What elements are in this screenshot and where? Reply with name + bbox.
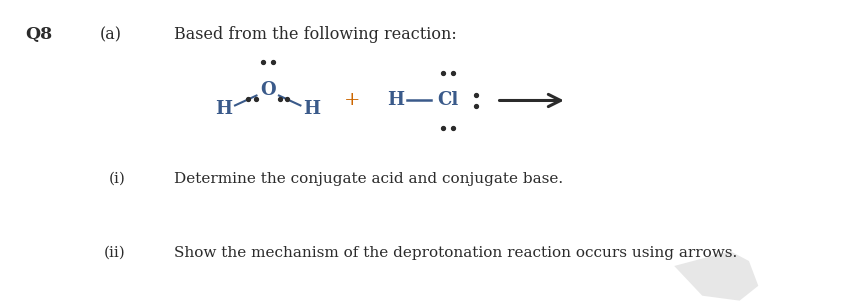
Text: Cl: Cl <box>437 91 458 110</box>
Text: O: O <box>260 80 275 99</box>
Text: (a): (a) <box>100 26 122 43</box>
Text: Show the mechanism of the deprotonation reaction occurs using arrows.: Show the mechanism of the deprotonation … <box>174 246 738 260</box>
Text: +: + <box>344 91 360 110</box>
Text: H: H <box>303 100 320 119</box>
Text: (i): (i) <box>109 172 126 186</box>
Text: H: H <box>215 100 232 119</box>
Text: Q8: Q8 <box>24 26 51 43</box>
Text: Based from the following reaction:: Based from the following reaction: <box>174 26 457 43</box>
Polygon shape <box>674 251 758 301</box>
Text: H: H <box>387 91 404 110</box>
Text: (ii): (ii) <box>104 246 126 260</box>
Text: Determine the conjugate acid and conjugate base.: Determine the conjugate acid and conjuga… <box>174 172 564 186</box>
